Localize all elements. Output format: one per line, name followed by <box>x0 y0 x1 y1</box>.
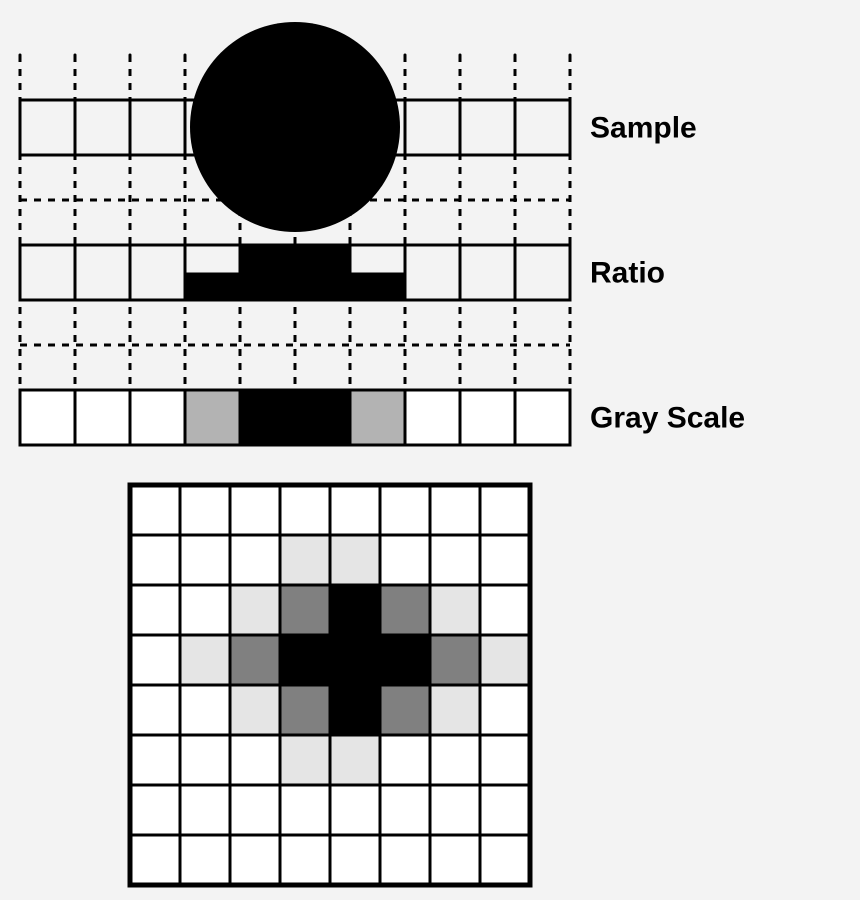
diagram: Sample Ratio Gray Scale <box>0 0 860 900</box>
label-ratio: Ratio <box>590 257 665 290</box>
label-gray: Gray Scale <box>590 402 745 435</box>
label-sample: Sample <box>590 112 697 145</box>
